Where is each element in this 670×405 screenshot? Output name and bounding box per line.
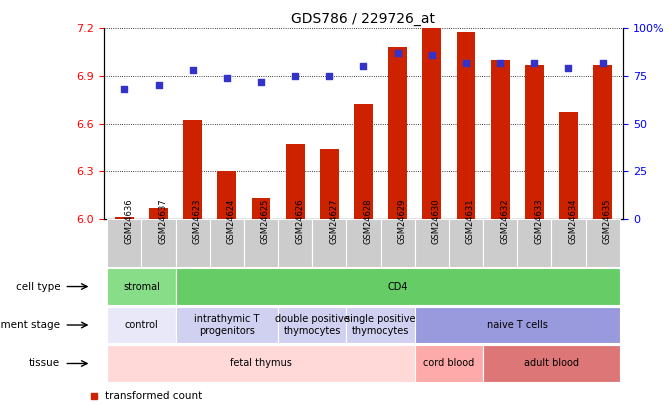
Bar bbox=[354, 104, 373, 219]
Bar bbox=[141, 219, 176, 267]
Point bbox=[188, 67, 198, 73]
Text: GSM24630: GSM24630 bbox=[431, 198, 441, 244]
Point bbox=[392, 50, 403, 56]
Text: fetal thymus: fetal thymus bbox=[230, 358, 292, 369]
Bar bbox=[244, 219, 278, 267]
Text: tissue: tissue bbox=[29, 358, 60, 369]
Title: GDS786 / 229726_at: GDS786 / 229726_at bbox=[291, 12, 436, 26]
Bar bbox=[422, 28, 441, 219]
Point bbox=[153, 82, 164, 89]
Point bbox=[563, 65, 574, 72]
Point bbox=[256, 79, 267, 85]
Text: development stage: development stage bbox=[0, 320, 60, 330]
Text: intrathymic T
progenitors: intrathymic T progenitors bbox=[194, 314, 259, 336]
Point bbox=[529, 60, 539, 66]
Bar bbox=[320, 149, 339, 219]
Text: GSM24635: GSM24635 bbox=[602, 198, 612, 244]
Bar bbox=[381, 219, 415, 267]
Bar bbox=[586, 219, 620, 267]
Text: transformed count: transformed count bbox=[105, 391, 202, 401]
Bar bbox=[559, 113, 578, 219]
Text: naive T cells: naive T cells bbox=[487, 320, 547, 330]
Bar bbox=[210, 219, 244, 267]
Text: adult blood: adult blood bbox=[524, 358, 579, 369]
Bar bbox=[456, 32, 475, 219]
Bar bbox=[218, 171, 237, 219]
Bar bbox=[278, 307, 346, 343]
Text: GSM24632: GSM24632 bbox=[500, 198, 509, 244]
Text: GSM24629: GSM24629 bbox=[397, 198, 407, 244]
Bar bbox=[176, 307, 278, 343]
Point bbox=[494, 60, 505, 66]
Bar bbox=[176, 269, 620, 305]
Text: GSM24631: GSM24631 bbox=[466, 198, 475, 244]
Bar bbox=[115, 217, 134, 219]
Point bbox=[426, 52, 437, 58]
Text: single positive
thymocytes: single positive thymocytes bbox=[345, 314, 416, 336]
Bar bbox=[525, 65, 543, 219]
Bar bbox=[415, 219, 449, 267]
Text: stromal: stromal bbox=[123, 281, 160, 292]
Point bbox=[597, 60, 608, 66]
Text: GSM24627: GSM24627 bbox=[330, 198, 338, 244]
Bar bbox=[517, 219, 551, 267]
Text: GSM24626: GSM24626 bbox=[295, 198, 304, 244]
Point bbox=[222, 75, 232, 81]
Bar bbox=[107, 345, 415, 382]
Point bbox=[358, 63, 369, 70]
Text: cell type: cell type bbox=[15, 281, 60, 292]
Bar bbox=[388, 47, 407, 219]
Bar bbox=[176, 219, 210, 267]
Bar bbox=[593, 65, 612, 219]
Bar bbox=[415, 307, 620, 343]
Bar bbox=[107, 307, 176, 343]
Bar bbox=[551, 219, 586, 267]
Text: GSM24636: GSM24636 bbox=[125, 198, 133, 244]
Bar bbox=[490, 60, 509, 219]
Bar bbox=[278, 219, 312, 267]
Text: GSM24634: GSM24634 bbox=[568, 198, 578, 244]
Text: GSM24628: GSM24628 bbox=[364, 198, 373, 244]
Bar bbox=[107, 219, 141, 267]
Text: GSM24637: GSM24637 bbox=[159, 198, 168, 244]
Bar bbox=[252, 198, 271, 219]
Bar bbox=[149, 208, 168, 219]
Text: GSM24625: GSM24625 bbox=[261, 198, 270, 244]
Bar bbox=[449, 219, 483, 267]
Point bbox=[119, 86, 130, 92]
Point bbox=[290, 73, 301, 79]
Bar bbox=[184, 120, 202, 219]
Text: double positive
thymocytes: double positive thymocytes bbox=[275, 314, 350, 336]
Bar bbox=[346, 219, 381, 267]
Bar bbox=[415, 345, 483, 382]
Point bbox=[324, 73, 335, 79]
Text: cord blood: cord blood bbox=[423, 358, 474, 369]
Bar bbox=[483, 219, 517, 267]
Point bbox=[460, 60, 471, 66]
Bar bbox=[107, 269, 176, 305]
Text: GSM24624: GSM24624 bbox=[227, 198, 236, 244]
Bar bbox=[346, 307, 415, 343]
Text: CD4: CD4 bbox=[387, 281, 408, 292]
Text: GSM24623: GSM24623 bbox=[193, 198, 202, 244]
Text: GSM24633: GSM24633 bbox=[534, 198, 543, 244]
Text: control: control bbox=[125, 320, 158, 330]
Bar bbox=[286, 144, 305, 219]
Bar bbox=[483, 345, 620, 382]
Bar bbox=[312, 219, 346, 267]
